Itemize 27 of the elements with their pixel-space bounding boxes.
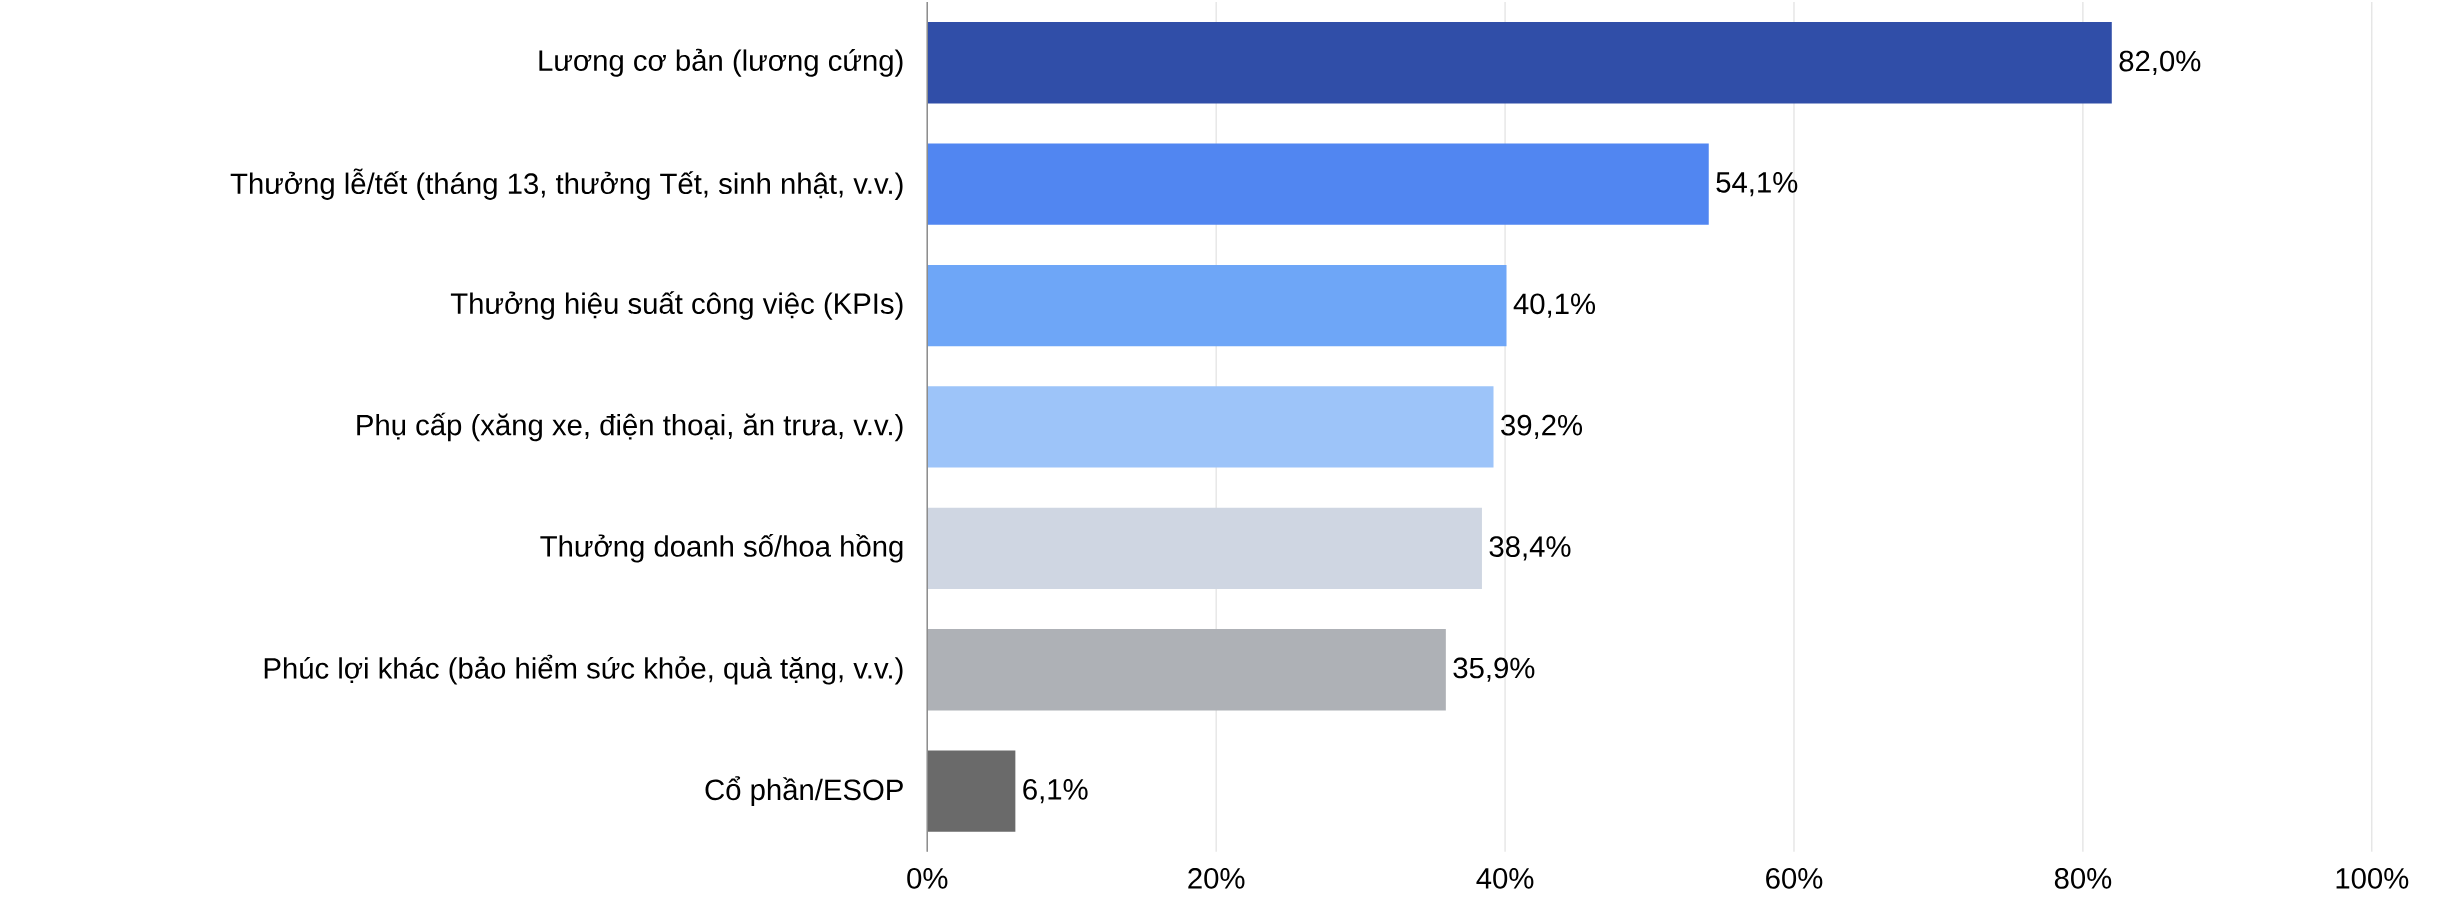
bar bbox=[927, 750, 1016, 832]
bar bbox=[927, 22, 2112, 104]
x-tick-label: 40% bbox=[1476, 868, 1534, 889]
data-label: 40,1% bbox=[1513, 293, 1596, 318]
x-tick-label: 60% bbox=[1766, 868, 1823, 889]
data-label: 35,9% bbox=[1453, 657, 1535, 683]
bar bbox=[927, 143, 1709, 226]
y-tick-label: Thưởng doanh số/hoa hồng bbox=[540, 534, 903, 563]
y-tick-label: Cổ phần/ESOP bbox=[705, 776, 903, 807]
y-tick-label: Thưởng lễ/tết (tháng 13, thưởng Tết, sinh nhật, v.v.) bbox=[230, 168, 903, 201]
x-tick-label: 20% bbox=[1188, 868, 1245, 889]
bar bbox=[927, 265, 1507, 347]
data-label: 82,0% bbox=[2119, 50, 2201, 76]
data-label: 6,1% bbox=[1023, 779, 1088, 804]
y-tick-label: Phúc lợi khác (bảo hiểm sức khỏe, quà tặng, v.v.) bbox=[264, 655, 903, 685]
x-tick-label: 100% bbox=[2336, 868, 2409, 889]
y-tick-label: Lương cơ bản (lương cứng) bbox=[539, 48, 903, 77]
x-tick-label: 80% bbox=[2054, 868, 2112, 889]
y-tick-label: Phụ cấp (xăng xe, điện thoại, ăn trưa, v.v.) bbox=[357, 412, 903, 442]
data-label: 39,2% bbox=[1501, 415, 1583, 440]
data-label: 38,4% bbox=[1489, 536, 1571, 561]
bar bbox=[927, 507, 1482, 590]
bar bbox=[927, 629, 1446, 711]
data-label: 54,1% bbox=[1716, 172, 1798, 197]
x-tick-label: 0% bbox=[907, 868, 948, 889]
y-tick-label: Thưởng hiệu suất công việc (KPIs) bbox=[450, 291, 903, 321]
bar bbox=[927, 386, 1494, 468]
